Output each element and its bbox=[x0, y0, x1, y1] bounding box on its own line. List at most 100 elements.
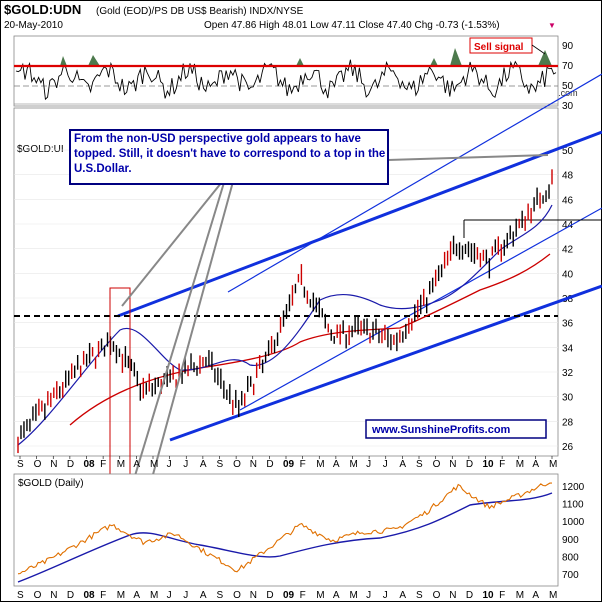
price-tick: 34 bbox=[562, 343, 574, 354]
gold-month-label: S bbox=[416, 590, 423, 601]
gold-month-label: D bbox=[266, 590, 273, 601]
sell-signal-box bbox=[469, 37, 533, 54]
gold-month-label: M bbox=[350, 590, 358, 601]
price-tick: 32 bbox=[562, 368, 574, 379]
price-tick: 30 bbox=[562, 393, 574, 404]
rsi-tick-30: 30 bbox=[562, 101, 574, 112]
change-down-marker: ▼ bbox=[548, 21, 556, 30]
gold-month-label: A bbox=[532, 590, 539, 601]
chart-date: 20-May-2010 bbox=[4, 20, 63, 31]
gold-tick-labels: 1200 1100 1000 900 800 700 bbox=[562, 482, 585, 581]
month-label: 08 bbox=[84, 459, 96, 470]
rsi-tick-labels: 90 70 50 30 bbox=[562, 41, 574, 112]
price-tick: 46 bbox=[562, 195, 574, 206]
upper-channel-trendline bbox=[117, 130, 602, 318]
website-label: www.SunshineProfits.com bbox=[371, 424, 511, 436]
gold-month-label: S bbox=[17, 590, 24, 601]
chart-symbol: $GOLD:UDN bbox=[4, 2, 81, 17]
callout-line-1 bbox=[121, 171, 231, 307]
month-label: N bbox=[449, 459, 456, 470]
month-label: D bbox=[466, 459, 473, 470]
gold-month-label: J bbox=[366, 590, 371, 601]
month-label: A bbox=[399, 459, 406, 470]
price-ma-short bbox=[17, 204, 553, 446]
gold-month-label: D bbox=[67, 590, 74, 601]
month-label: S bbox=[17, 459, 24, 470]
month-label: D bbox=[266, 459, 273, 470]
month-label: A bbox=[200, 459, 207, 470]
gold-month-label: J bbox=[167, 590, 172, 601]
month-label: S bbox=[217, 459, 224, 470]
gold-month-label: 08 bbox=[84, 590, 96, 601]
chart-description: (Gold (EOD)/PS DB US$ Bearish) INDX/NYSE bbox=[96, 6, 304, 17]
gold-month-label: A bbox=[399, 590, 406, 601]
price-tick: 44 bbox=[562, 220, 574, 231]
rsi-tick-70: 70 bbox=[562, 61, 574, 72]
price-tick: 42 bbox=[562, 245, 574, 256]
gold-tick: 800 bbox=[562, 552, 579, 563]
month-label: N bbox=[50, 459, 57, 470]
gold-tick: 700 bbox=[562, 570, 579, 581]
month-label: F bbox=[300, 459, 306, 470]
gold-month-label: N bbox=[250, 590, 257, 601]
gold-month-label: A bbox=[200, 590, 207, 601]
gold-month-label: N bbox=[449, 590, 456, 601]
price-bars bbox=[17, 169, 553, 454]
rsi-fill-4 bbox=[430, 58, 438, 66]
month-label: 09 bbox=[283, 459, 295, 470]
gold-month-label: O bbox=[34, 590, 42, 601]
gold-month-label: F bbox=[499, 590, 505, 601]
month-label: A bbox=[133, 459, 140, 470]
gold-month-label: J bbox=[383, 590, 388, 601]
month-label: O bbox=[433, 459, 441, 470]
month-label: O bbox=[233, 459, 241, 470]
gold-tick: 900 bbox=[562, 535, 579, 546]
gold-month-label: J bbox=[183, 590, 188, 601]
month-label: D bbox=[67, 459, 74, 470]
gold-month-label: 09 bbox=[283, 590, 295, 601]
website-box bbox=[365, 419, 547, 439]
month-label: J bbox=[183, 459, 188, 470]
gold-tick: 1100 bbox=[562, 500, 584, 511]
rsi-fill-2 bbox=[88, 55, 100, 66]
gold-tick: 1000 bbox=[562, 517, 585, 528]
callout-line-2 bbox=[123, 175, 227, 513]
price-tick: 36 bbox=[562, 319, 574, 330]
gold-month-label: M bbox=[516, 590, 524, 601]
month-label: M bbox=[516, 459, 524, 470]
month-label: J bbox=[366, 459, 371, 470]
rsi-fill-5 bbox=[450, 48, 462, 66]
gold-price-line bbox=[17, 482, 552, 575]
rsi-panel bbox=[13, 35, 559, 107]
gold-panel-label: $GOLD (Daily) bbox=[18, 478, 84, 489]
thin-upper-trendline bbox=[227, 73, 602, 293]
rsi-tick-90: 90 bbox=[562, 41, 574, 52]
gold-tick: 1200 bbox=[562, 482, 585, 493]
month-label: F bbox=[100, 459, 106, 470]
price-tick: 48 bbox=[562, 171, 574, 182]
gold-month-label: S bbox=[217, 590, 224, 601]
month-label: M bbox=[549, 459, 557, 470]
month-label: A bbox=[532, 459, 539, 470]
price-panel-label: $GOLD:UI bbox=[17, 144, 64, 155]
gold-month-label: N bbox=[50, 590, 57, 601]
month-label: N bbox=[250, 459, 257, 470]
month-label: A bbox=[333, 459, 340, 470]
price-tick: 50 bbox=[562, 146, 574, 157]
price-tick: 40 bbox=[562, 269, 574, 280]
rsi-overbought-fills bbox=[60, 48, 552, 66]
month-label: M bbox=[117, 459, 125, 470]
month-label: 10 bbox=[483, 459, 495, 470]
month-label: J bbox=[383, 459, 388, 470]
gold-month-label: M bbox=[117, 590, 125, 601]
gold-month-label: A bbox=[333, 590, 340, 601]
annotation-text: From the non-USD perspective gold appear… bbox=[74, 133, 386, 175]
month-label: M bbox=[150, 459, 158, 470]
price-tick: 28 bbox=[562, 417, 574, 428]
gold-month-label: F bbox=[100, 590, 106, 601]
month-label: M bbox=[350, 459, 358, 470]
month-label: F bbox=[499, 459, 505, 470]
gold-month-label: M bbox=[316, 590, 324, 601]
ohlc-readout: Open 47.86 High 48.01 Low 47.11 Close 47… bbox=[204, 20, 500, 31]
